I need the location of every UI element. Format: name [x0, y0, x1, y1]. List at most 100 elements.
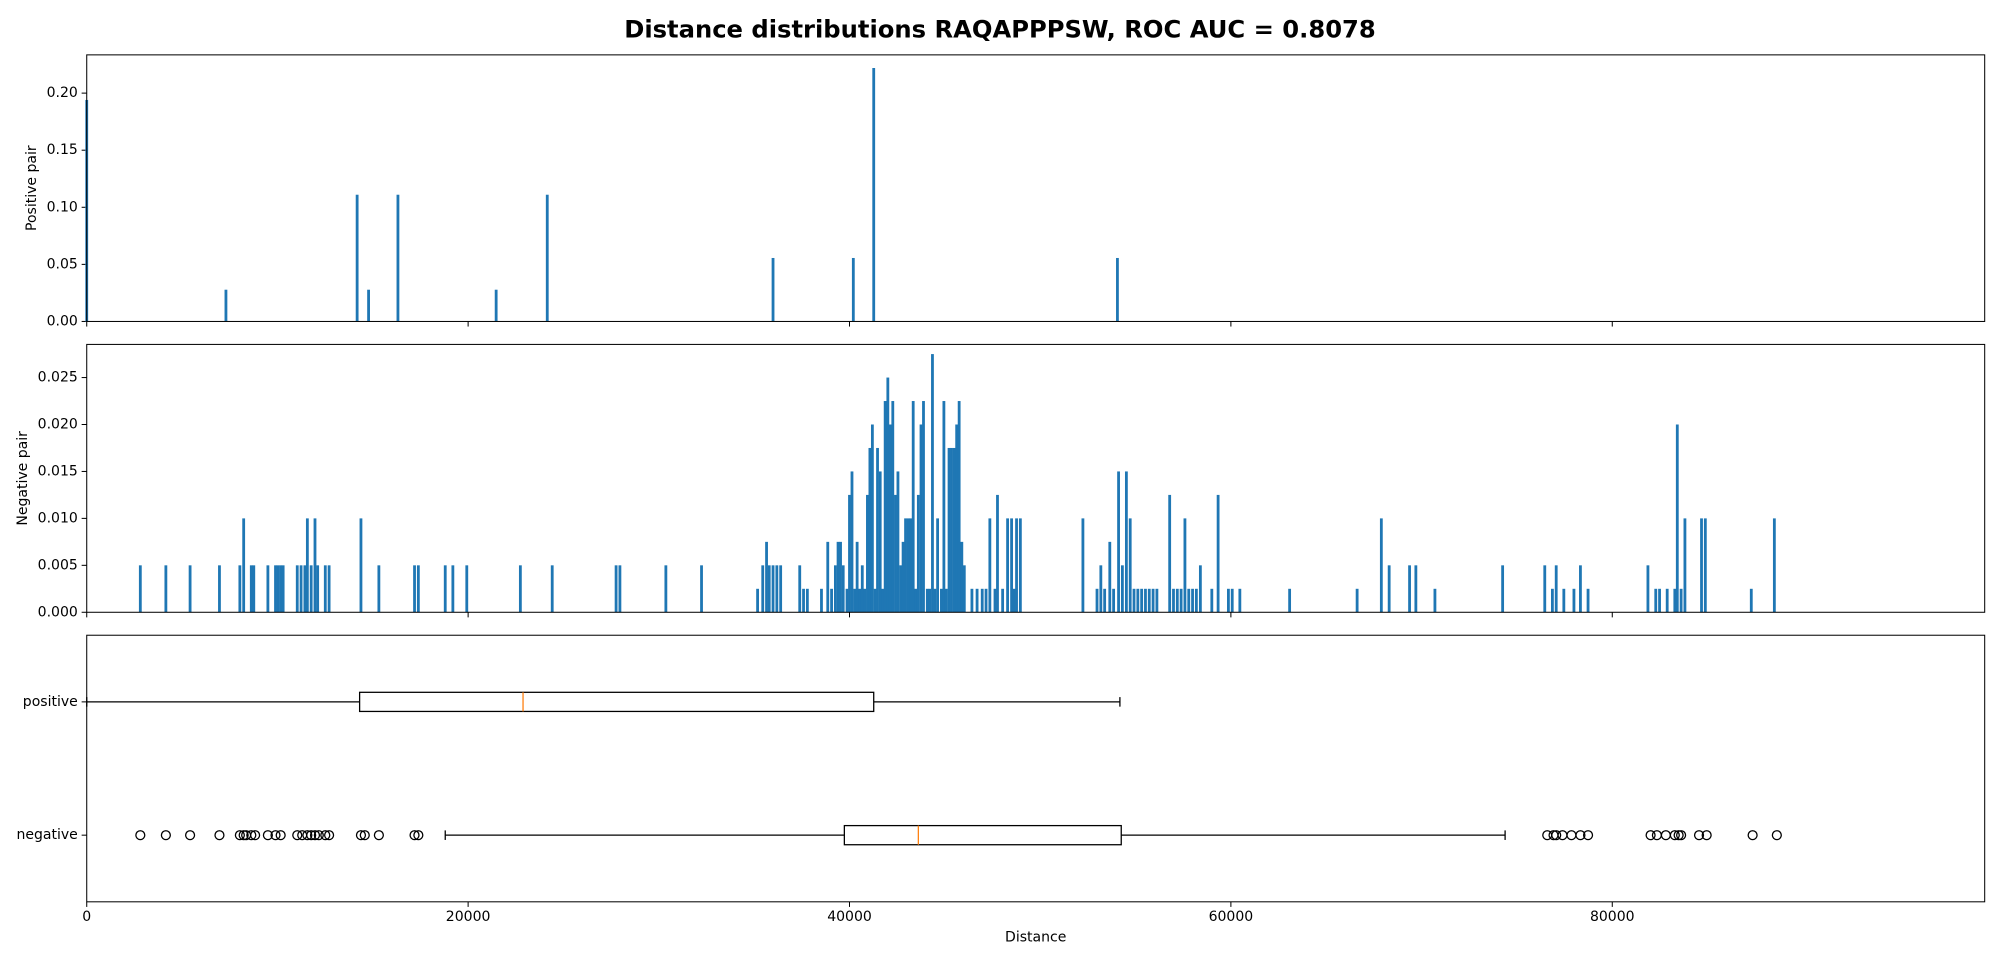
bar	[940, 588, 943, 613]
outlier	[1747, 830, 1758, 841]
outlier	[250, 830, 261, 841]
outlier	[234, 830, 245, 841]
outlier	[246, 830, 257, 841]
x-tick-label: 80000	[1590, 909, 1635, 925]
bar	[1227, 588, 1230, 613]
bar	[327, 565, 331, 613]
outlier	[160, 830, 171, 841]
bar	[138, 565, 142, 613]
bar	[550, 565, 554, 613]
bar	[891, 401, 895, 613]
bar	[1216, 494, 1220, 613]
bar	[1103, 588, 1107, 613]
bar	[1579, 565, 1582, 613]
bar	[1140, 588, 1144, 613]
bar	[1128, 518, 1132, 613]
bar	[1210, 588, 1214, 613]
outlier	[1676, 830, 1687, 841]
bar	[845, 588, 849, 613]
bar	[242, 518, 246, 613]
bar	[1665, 588, 1669, 613]
bar	[901, 541, 905, 613]
bar	[355, 194, 359, 322]
bar	[1183, 518, 1187, 613]
bar	[1175, 588, 1179, 613]
bar	[894, 494, 897, 613]
bar	[914, 588, 918, 613]
bar	[1116, 257, 1119, 322]
bar	[316, 565, 320, 613]
bar	[545, 194, 549, 322]
bar	[779, 565, 783, 613]
bar	[1387, 565, 1391, 613]
bar	[1010, 518, 1013, 613]
bar	[1172, 588, 1175, 613]
bar	[942, 401, 946, 613]
bar	[975, 588, 979, 613]
y-axis-label: Positive pair	[24, 145, 40, 231]
bar	[1006, 518, 1009, 613]
bar	[1355, 588, 1359, 613]
outlier	[409, 830, 420, 841]
bar	[826, 541, 830, 613]
bar	[881, 588, 885, 613]
bar	[970, 588, 974, 613]
bar	[1095, 588, 1099, 613]
outlier	[373, 830, 384, 841]
x-tick-label: 20000	[446, 909, 491, 925]
bar	[771, 565, 775, 613]
bar	[1572, 588, 1576, 613]
bar	[274, 565, 277, 613]
bar	[1018, 518, 1022, 613]
bar	[761, 565, 765, 613]
bar	[1198, 565, 1202, 613]
bar	[323, 565, 327, 613]
outlier	[1669, 830, 1680, 841]
outlier	[275, 830, 286, 841]
bar	[866, 494, 869, 613]
outlier	[1645, 830, 1656, 841]
bar	[1772, 518, 1776, 613]
bar	[1081, 518, 1085, 613]
bar	[863, 588, 867, 613]
outlier	[1582, 830, 1594, 841]
outlier	[262, 830, 273, 841]
bar	[1144, 588, 1147, 613]
outlier	[320, 830, 331, 841]
outlier	[184, 830, 196, 841]
bar	[1124, 471, 1128, 613]
bar	[1112, 588, 1116, 613]
bar	[413, 565, 416, 613]
bar	[911, 401, 915, 613]
bar	[1749, 588, 1753, 613]
bar	[922, 401, 925, 613]
bar	[1501, 565, 1505, 613]
outlier	[1575, 830, 1586, 841]
bar	[1132, 588, 1136, 613]
bar	[377, 565, 381, 613]
bar	[1238, 588, 1242, 613]
bar	[1179, 588, 1183, 613]
bar	[1108, 541, 1112, 613]
bar	[805, 588, 809, 613]
bar	[1554, 565, 1558, 613]
bar	[950, 447, 953, 613]
outlier	[413, 830, 424, 841]
bar	[1001, 588, 1005, 613]
bar	[858, 588, 862, 613]
bar	[281, 565, 285, 613]
outlier	[1701, 830, 1712, 841]
bar	[1187, 588, 1191, 613]
y-tick-label: 0.05	[47, 256, 78, 272]
y-tick-label: 0.00	[47, 313, 78, 329]
y-tick-label: 0.020	[38, 416, 78, 432]
box	[358, 691, 875, 713]
bar	[1155, 588, 1159, 613]
bar	[295, 565, 299, 613]
bar	[664, 565, 668, 613]
bar	[756, 588, 759, 613]
y-tick-label: negative	[16, 827, 77, 843]
bar	[872, 68, 876, 322]
bar	[164, 565, 168, 613]
x-tick-label: 60000	[1209, 909, 1254, 925]
